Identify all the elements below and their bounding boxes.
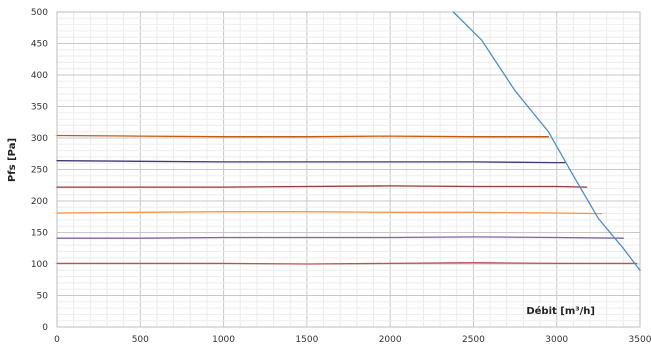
x-tick-label: 3000 bbox=[545, 335, 568, 345]
y-tick-label: 250 bbox=[31, 166, 48, 176]
y-tick-label: 300 bbox=[31, 134, 48, 144]
y-tick-label: 50 bbox=[37, 292, 49, 302]
x-tick-label: 500 bbox=[132, 335, 149, 345]
x-tick-label: 1500 bbox=[295, 335, 318, 345]
plot-border bbox=[56, 11, 641, 328]
series-line-6 bbox=[56, 134, 550, 138]
x-axis-title: Débit [m³/h] bbox=[526, 305, 595, 317]
y-axis-title: Pfs [Pa] bbox=[7, 138, 18, 182]
axes bbox=[56, 11, 641, 328]
y-tick-label: 100 bbox=[31, 260, 48, 270]
y-tick-label: 400 bbox=[31, 71, 48, 81]
x-tick-label: 3500 bbox=[629, 335, 651, 345]
tick-labels: 0 50 100 150 200 250 300 350 400 450 500 0 500 1000 15… bbox=[31, 8, 651, 345]
x-tick-label: 0 bbox=[54, 335, 60, 345]
y-tick-label: 500 bbox=[31, 8, 48, 18]
series-group bbox=[56, 11, 641, 271]
y-tick-label: 450 bbox=[31, 40, 48, 50]
y-tick-label: 200 bbox=[31, 197, 48, 207]
x-tick-label: 2000 bbox=[379, 335, 402, 345]
y-tick-label: 350 bbox=[31, 103, 48, 113]
x-tick-label: 1000 bbox=[212, 335, 235, 345]
series-line-7 bbox=[452, 11, 641, 271]
series-line-4 bbox=[56, 185, 588, 188]
y-tick-label: 0 bbox=[42, 323, 48, 333]
y-tick-label: 150 bbox=[31, 229, 48, 239]
grid bbox=[56, 11, 641, 328]
series-line-5 bbox=[56, 160, 566, 164]
series-line-2 bbox=[56, 236, 624, 239]
x-tick-label: 2500 bbox=[462, 335, 485, 345]
series-line-1 bbox=[56, 262, 638, 265]
series-line-3 bbox=[56, 211, 603, 215]
